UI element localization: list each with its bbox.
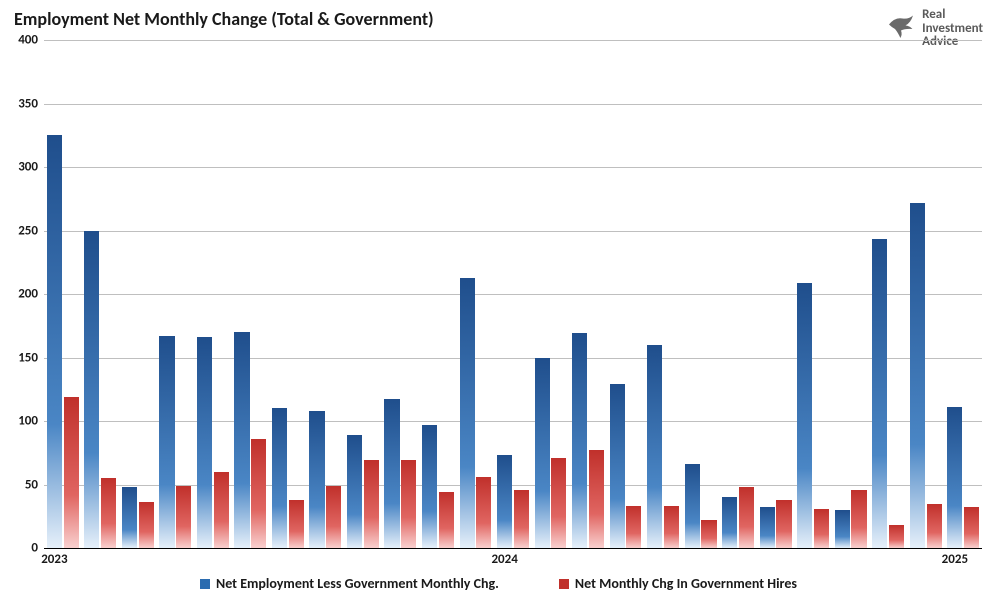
bar-net_less_gov — [347, 435, 362, 548]
bar-gov_hires — [664, 506, 679, 548]
bar-gov_hires — [326, 486, 341, 548]
bar-net_less_gov — [384, 399, 399, 548]
bar-gov_hires — [551, 458, 566, 548]
bar-net_less_gov — [797, 283, 812, 548]
chart-container: Employment Net Monthly Change (Total & G… — [0, 0, 997, 615]
bar-net_less_gov — [272, 408, 287, 548]
ytick-label: 150 — [18, 350, 38, 365]
bar-net_less_gov — [460, 278, 475, 549]
bar-net_less_gov — [760, 507, 775, 548]
bar-net_less_gov — [910, 203, 925, 548]
ytick-label: 200 — [18, 287, 38, 302]
bar-gov_hires — [64, 397, 79, 548]
bar-net_less_gov — [535, 358, 550, 549]
bar-net_less_gov — [722, 497, 737, 548]
bar-gov_hires — [289, 500, 304, 548]
plot-area: 202320242025 050100150200250300350400 — [44, 40, 982, 549]
bar-net_less_gov — [947, 407, 962, 548]
bar-net_less_gov — [685, 464, 700, 548]
ytick-label: 400 — [18, 33, 38, 48]
brand-logo-line: Real — [922, 8, 983, 22]
ytick-label: 300 — [18, 160, 38, 175]
bar-net_less_gov — [835, 510, 850, 548]
bar-net_less_gov — [159, 336, 174, 548]
bar-gov_hires — [514, 490, 529, 548]
legend-item-net-less-gov: Net Employment Less Government Monthly C… — [200, 575, 499, 592]
bar-gov_hires — [701, 520, 716, 548]
ytick-label: 50 — [25, 477, 38, 492]
xtick-label: 2024 — [491, 552, 517, 567]
bar-gov_hires — [626, 506, 641, 548]
bar-net_less_gov — [234, 332, 249, 548]
bar-net_less_gov — [309, 411, 324, 548]
bar-gov_hires — [251, 439, 266, 548]
ytick-label: 350 — [18, 96, 38, 111]
bar-gov_hires — [439, 492, 454, 548]
bar-gov_hires — [589, 450, 604, 548]
legend-swatch-icon — [200, 579, 210, 589]
legend-item-gov-hires: Net Monthly Chg In Government Hires — [559, 575, 797, 592]
bar-gov_hires — [964, 507, 979, 548]
bar-gov_hires — [364, 460, 379, 548]
bar-gov_hires — [814, 509, 829, 548]
legend-label: Net Employment Less Government Monthly C… — [216, 575, 499, 592]
bar-net_less_gov — [647, 345, 662, 548]
bar-gov_hires — [214, 472, 229, 548]
bar-gov_hires — [927, 504, 942, 548]
bar-gov_hires — [889, 525, 904, 548]
bar-gov_hires — [739, 487, 754, 548]
bars-layer — [44, 40, 982, 548]
bar-net_less_gov — [872, 239, 887, 548]
bar-net_less_gov — [47, 135, 62, 548]
brand-logo-line: Investment — [922, 22, 983, 36]
bar-gov_hires — [851, 490, 866, 548]
ytick-label: 0 — [31, 541, 38, 556]
bar-net_less_gov — [497, 455, 512, 548]
bar-net_less_gov — [84, 231, 99, 549]
legend-swatch-icon — [559, 579, 569, 589]
bar-gov_hires — [476, 477, 491, 548]
bar-gov_hires — [101, 478, 116, 548]
bar-gov_hires — [401, 460, 416, 548]
bar-net_less_gov — [197, 337, 212, 548]
chart-title: Employment Net Monthly Change (Total & G… — [14, 8, 434, 30]
xtick-label: 2023 — [41, 552, 67, 567]
bar-gov_hires — [776, 500, 791, 548]
xtick-label: 2025 — [942, 552, 968, 567]
bar-gov_hires — [139, 502, 154, 548]
legend: Net Employment Less Government Monthly C… — [0, 575, 997, 592]
bar-net_less_gov — [122, 487, 137, 548]
bar-net_less_gov — [422, 425, 437, 548]
bar-net_less_gov — [610, 384, 625, 548]
bar-gov_hires — [176, 486, 191, 548]
ytick-label: 100 — [18, 414, 38, 429]
bar-net_less_gov — [572, 333, 587, 548]
legend-label: Net Monthly Chg In Government Hires — [575, 575, 797, 592]
ytick-label: 250 — [18, 223, 38, 238]
